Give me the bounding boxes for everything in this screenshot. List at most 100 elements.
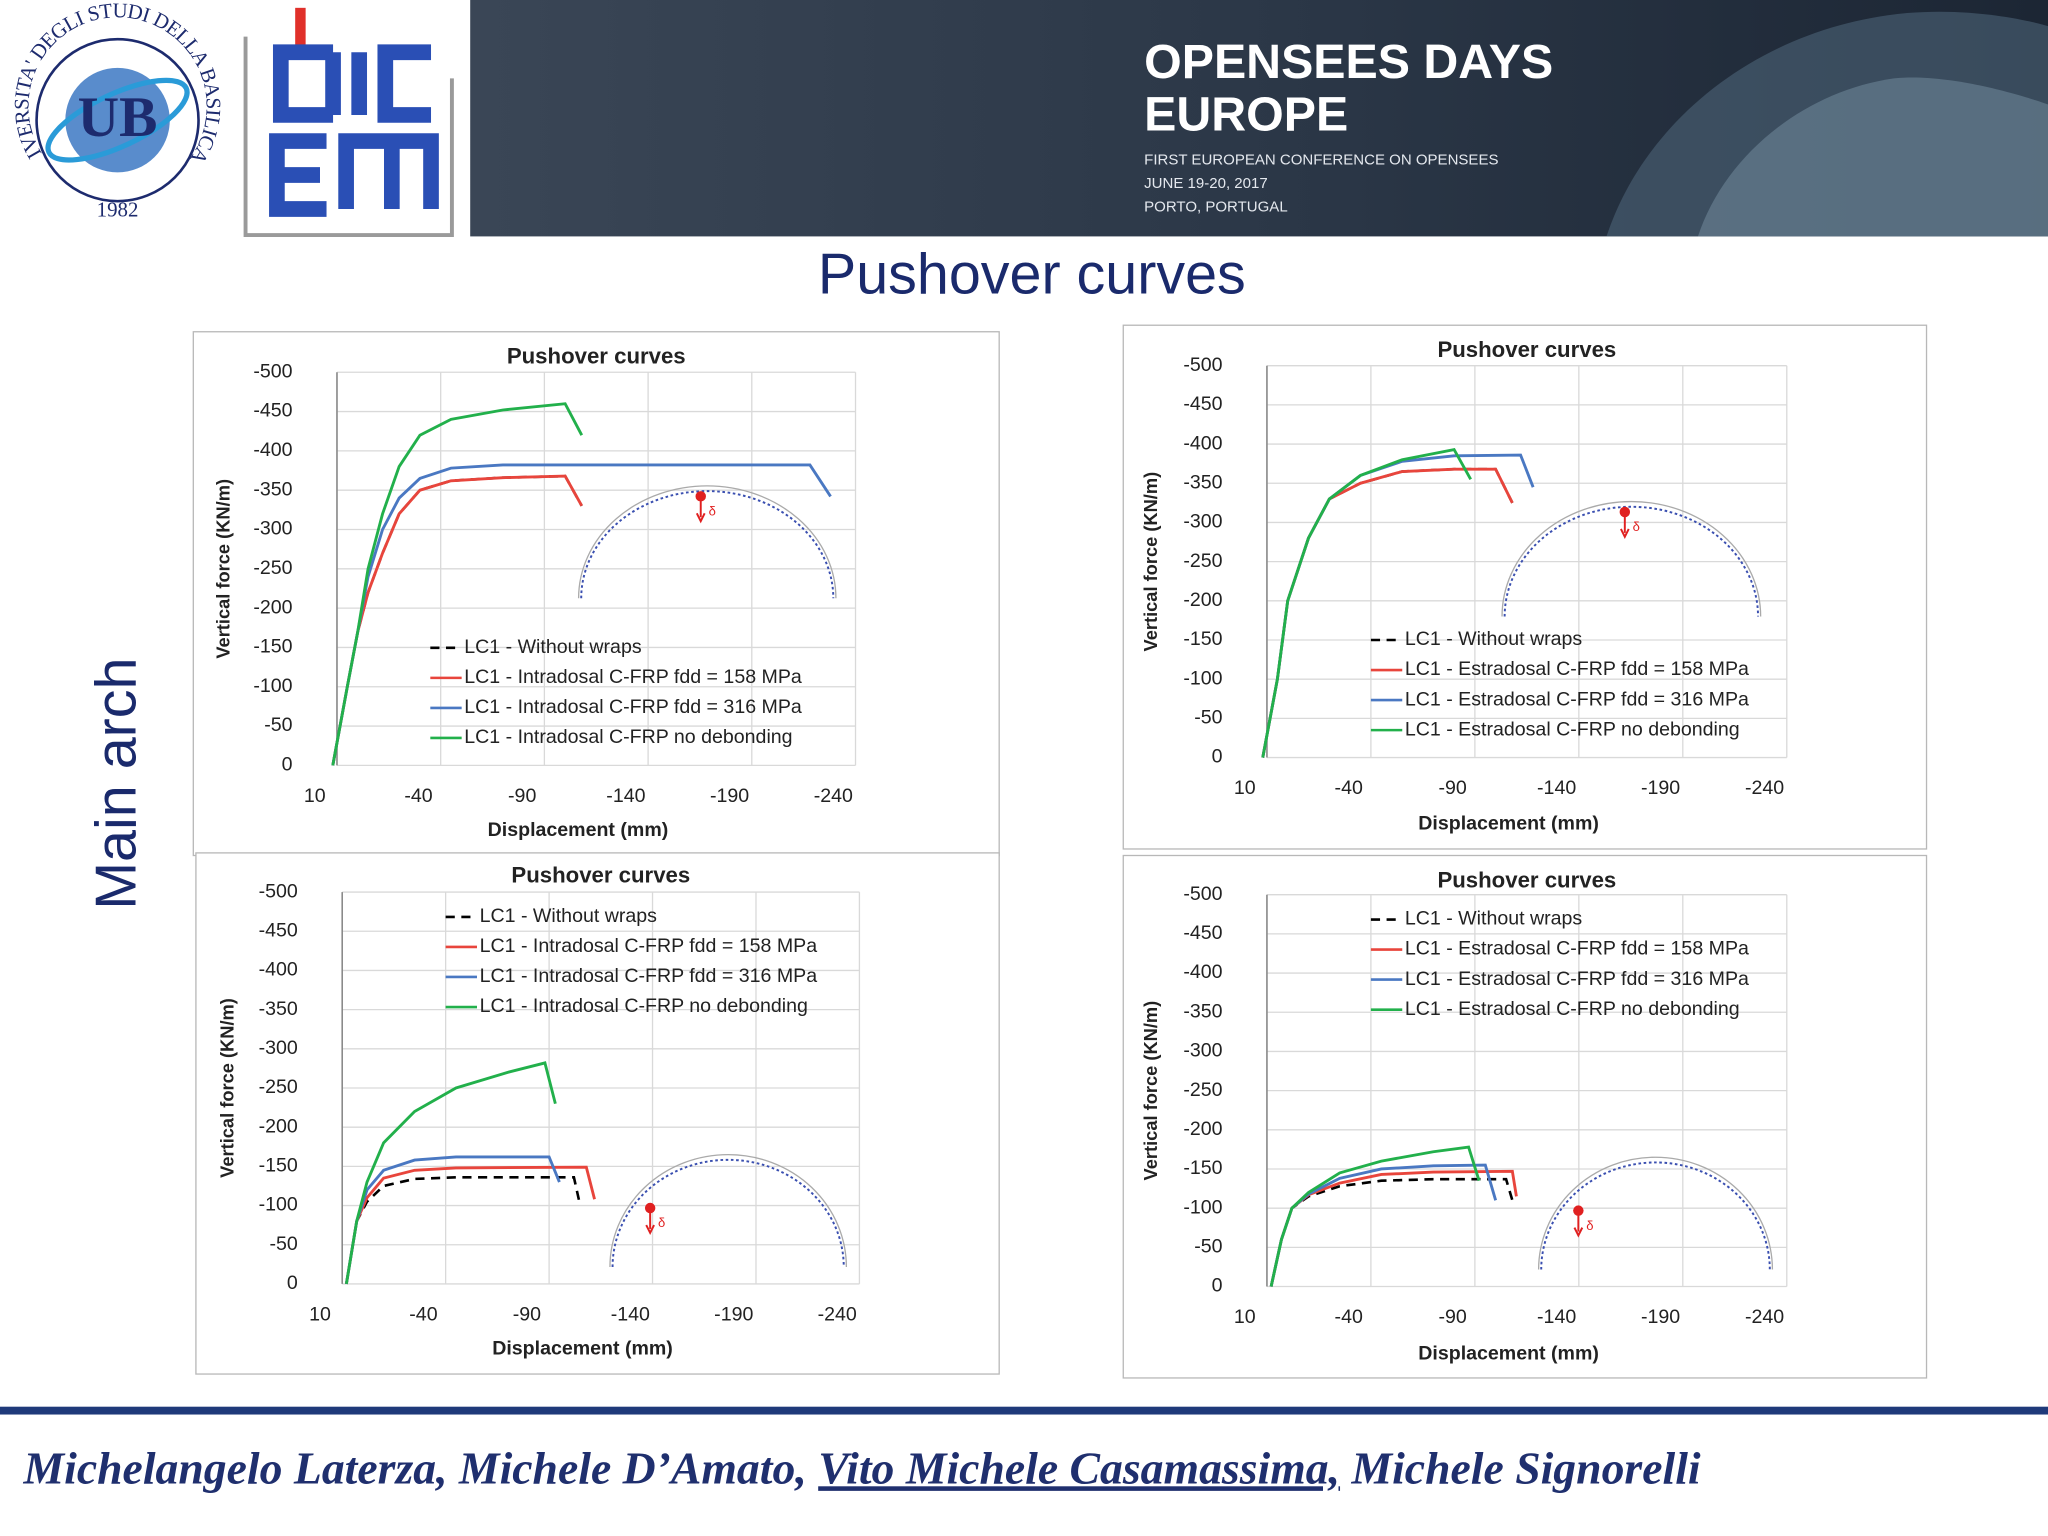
legend-label: LC1 - Intradosal C-FRP fdd = 158 MPa <box>480 935 818 957</box>
y-tick-label: -400 <box>1183 961 1222 983</box>
y-tick-label: -300 <box>1183 511 1222 533</box>
y-tick-label: -350 <box>1183 471 1222 493</box>
arch-deformed <box>611 1158 845 1267</box>
arch-deformed <box>580 490 835 599</box>
x-tick-label: -240 <box>814 785 853 807</box>
legend-label: LC1 - Intradosal C-FRP fdd = 158 MPa <box>464 666 802 688</box>
y-tick-label: -250 <box>1183 1079 1222 1101</box>
author-part: Vito Michele Casamassima, <box>818 1443 1340 1494</box>
inset-label: δ <box>1633 519 1640 534</box>
y-tick-label: 0 <box>1212 1275 1223 1297</box>
load-arrow-head <box>695 512 706 524</box>
y-tick-label: -250 <box>259 1076 298 1098</box>
x-tick-label: -140 <box>606 785 645 807</box>
y-tick-label: -200 <box>253 596 292 618</box>
x-tick-label: -40 <box>404 785 432 807</box>
y-tick-label: 0 <box>287 1272 298 1294</box>
x-tick-label: -90 <box>508 785 536 807</box>
y-tick-label: -500 <box>259 880 298 902</box>
charts: Pushover curves Displacement (mm) Vertical… <box>192 324 1928 1379</box>
x-axis-label: Displacement (mm) <box>1418 1343 1599 1365</box>
y-tick-label: -400 <box>259 959 298 981</box>
y-tick-label: -150 <box>253 636 292 658</box>
y-tick-label: -400 <box>253 439 292 461</box>
x-tick-label: 10 <box>1234 777 1256 799</box>
x-axis-label: Displacement (mm) <box>492 1337 673 1359</box>
x-tick-label: 10 <box>304 785 326 807</box>
y-axis-label: Vertical force (KN/m) <box>212 479 233 659</box>
conference-title: OPENSEES DAYS <box>1144 35 1553 89</box>
department-logo <box>243 7 454 238</box>
y-axis-label: Vertical force (KN/m) <box>1140 472 1161 652</box>
y-tick-label: -100 <box>259 1194 298 1216</box>
x-tick-label: -190 <box>714 1303 753 1325</box>
legend-label: LC1 - Intradosal C-FRP no debonding <box>464 726 792 748</box>
authors: Michelangelo Laterza, Michele D’Amato, V… <box>23 1443 1701 1494</box>
chart-frame <box>1122 854 1928 1379</box>
y-tick-label: 0 <box>1212 746 1223 768</box>
arch-deformed <box>1540 1161 1771 1270</box>
chart-title: Pushover curves <box>1437 867 1616 892</box>
arch-original <box>1537 1156 1774 1270</box>
x-tick-label: 10 <box>309 1303 331 1325</box>
y-axis-label: Vertical force (KN/m) <box>216 998 237 1178</box>
arch-original <box>577 485 837 599</box>
conference-line: JUNE 19-20, 2017 <box>1144 175 1268 192</box>
chart-frame <box>192 331 1000 857</box>
legend-label: LC1 - Estradosal C-FRP fdd = 316 MPa <box>1405 688 1749 710</box>
chart: Pushover curves Displacement (mm) Vertical… <box>1122 324 1928 850</box>
y-axis-label: Vertical force (KN/m) <box>1140 1001 1161 1181</box>
y-tick-label: -500 <box>1183 354 1222 376</box>
y-tick-label: -400 <box>1183 432 1222 454</box>
x-tick-label: 10 <box>1234 1306 1256 1328</box>
inset-label: δ <box>709 503 716 518</box>
x-tick-label: -40 <box>1335 1306 1363 1328</box>
x-tick-label: -190 <box>710 785 749 807</box>
chart-title: Pushover curves <box>507 344 686 369</box>
y-tick-label: -350 <box>259 998 298 1020</box>
logo-mark <box>295 7 306 48</box>
x-tick-label: -190 <box>1641 1306 1680 1328</box>
logo-orbit <box>45 77 190 163</box>
x-tick-label: -90 <box>513 1303 541 1325</box>
y-tick-label: -100 <box>253 675 292 697</box>
series-line <box>1269 1145 1481 1287</box>
legend-label: LC1 - Intradosal C-FRP no debonding <box>480 995 808 1017</box>
chart-frame <box>1122 324 1928 850</box>
y-tick-label: -100 <box>1183 1196 1222 1218</box>
logo-ring <box>35 37 200 203</box>
wave <box>1606 11 2048 237</box>
y-tick-label: -50 <box>1194 1236 1222 1258</box>
y-tick-label: -100 <box>1183 667 1222 689</box>
y-tick-label: -500 <box>1183 883 1222 905</box>
y-tick-label: -200 <box>259 1115 298 1137</box>
y-tick-label: -150 <box>1183 1157 1222 1179</box>
logo-letters-top <box>272 44 432 123</box>
logo-globe <box>65 67 170 173</box>
conference-line: FIRST EUROPEAN CONFERENCE ON OPENSEES <box>1144 152 1498 169</box>
conference-title: EUROPE <box>1144 87 1348 141</box>
legend-label: LC1 - Without wraps <box>480 905 658 927</box>
side-label: Main arch <box>84 658 148 910</box>
y-tick-label: -450 <box>253 400 292 422</box>
y-tick-label: -200 <box>1183 1118 1222 1140</box>
x-tick-label: -40 <box>409 1303 437 1325</box>
author-part: Michele Signorelli <box>1340 1443 1701 1494</box>
x-tick-label: -140 <box>611 1303 650 1325</box>
logo-frame <box>243 36 454 238</box>
legend-label: LC1 - Estradosal C-FRP no debonding <box>1405 718 1740 740</box>
legend-label: LC1 - Without wraps <box>1405 628 1583 650</box>
wave <box>1697 77 2048 237</box>
x-axis-label: Displacement (mm) <box>488 819 669 841</box>
x-tick-label: -190 <box>1641 777 1680 799</box>
y-tick-label: -450 <box>1183 922 1222 944</box>
inset-label: δ <box>1586 1218 1593 1233</box>
y-tick-label: -150 <box>1183 628 1222 650</box>
y-tick-label: -450 <box>259 919 298 941</box>
university-logo: UB UNIVERSITA' DEGLI STUDI DELLA BASILIC… <box>0 0 226 221</box>
x-tick-label: -90 <box>1439 777 1467 799</box>
series-line <box>344 1061 557 1285</box>
x-tick-label: -240 <box>818 1303 857 1325</box>
series-line <box>1261 447 1472 758</box>
